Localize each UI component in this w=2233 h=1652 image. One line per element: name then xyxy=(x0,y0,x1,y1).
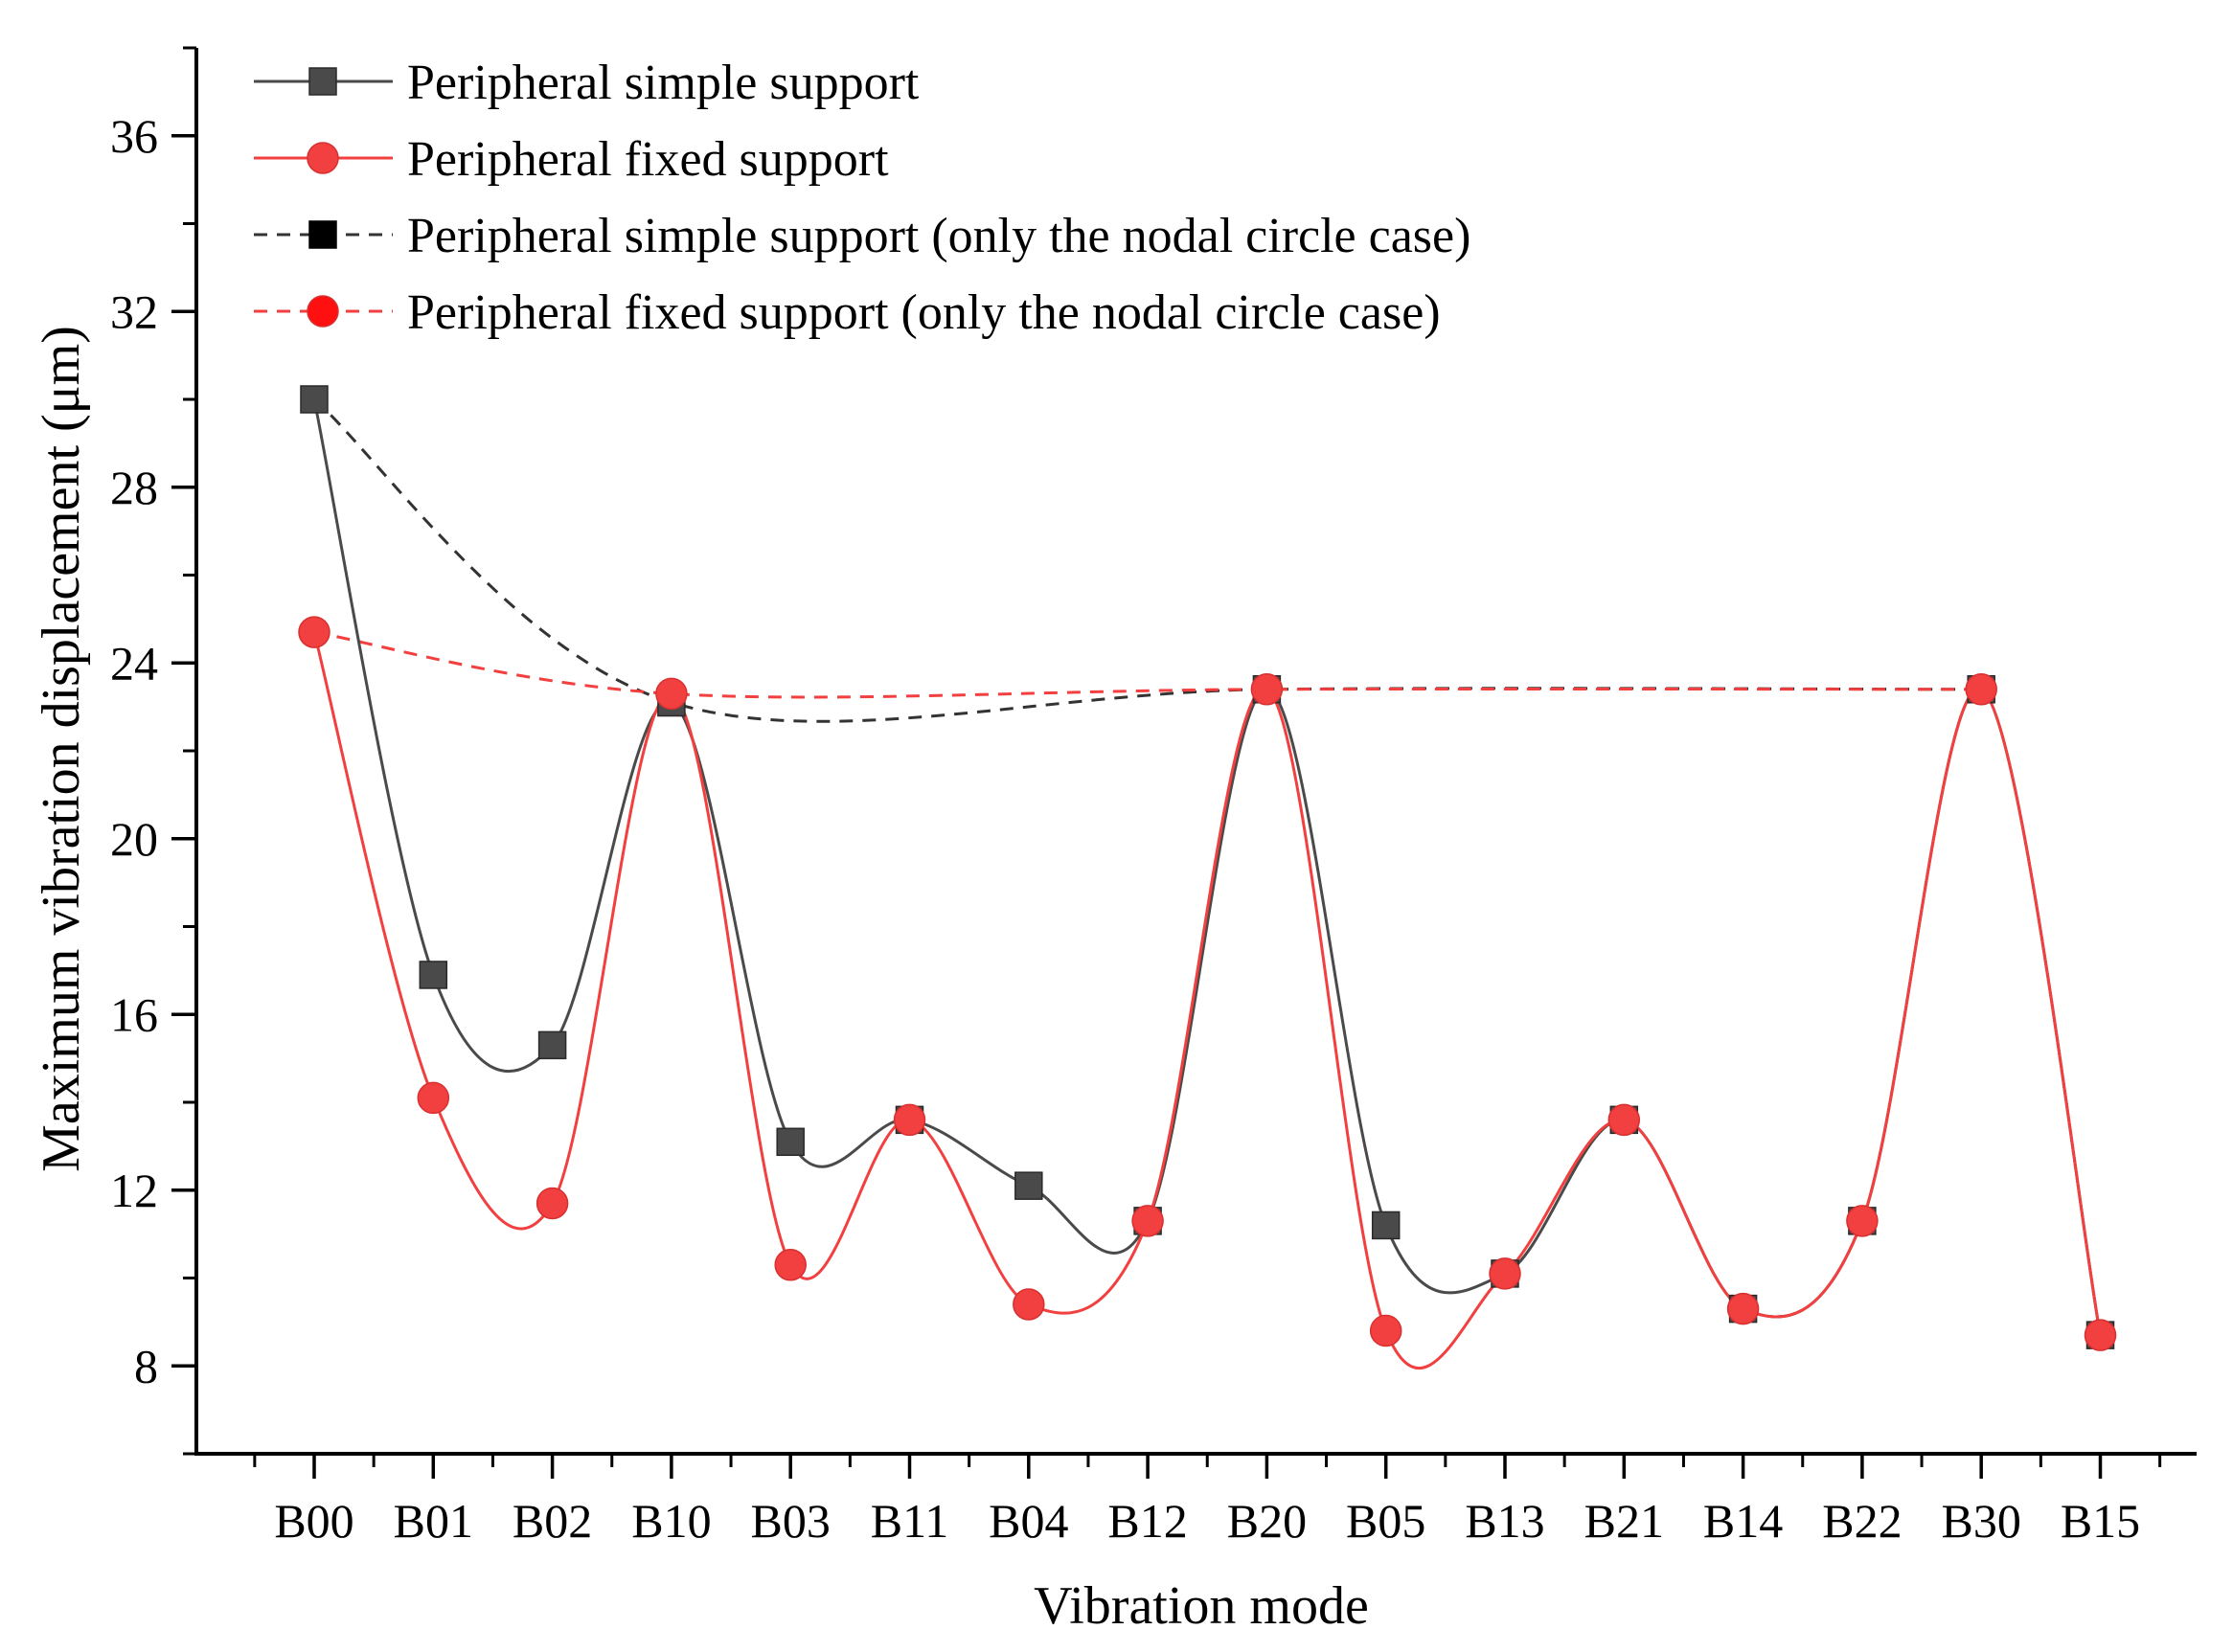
y-tick-label: 12 xyxy=(110,1164,158,1217)
series-2-marker xyxy=(893,1103,926,1137)
legend-label-2: Peripheral fixed support xyxy=(407,132,889,187)
series-2-marker xyxy=(298,616,330,648)
series-line-2 xyxy=(312,631,2102,1370)
series-1-marker xyxy=(300,385,329,414)
x-tick-label: B00 xyxy=(274,1494,353,1548)
series-2-marker xyxy=(535,1187,569,1220)
x-tick-label: B05 xyxy=(1346,1494,1425,1548)
y-tick-label: 24 xyxy=(110,636,158,690)
x-tick-label: B14 xyxy=(1703,1494,1783,1548)
series-2-marker xyxy=(2084,1319,2117,1351)
series-2-marker xyxy=(1013,1288,1045,1321)
x-tick-label: B22 xyxy=(1822,1494,1902,1548)
x-tick-label: B30 xyxy=(1942,1494,2021,1548)
series-layer xyxy=(298,385,2117,1370)
series-1-marker xyxy=(1014,1171,1043,1200)
x-tick-label: B11 xyxy=(871,1494,949,1548)
x-axis-title: Vibration mode xyxy=(1034,1576,1369,1636)
x-tick-label: B03 xyxy=(751,1494,831,1548)
series-1-marker xyxy=(419,961,448,989)
y-tick-label: 32 xyxy=(110,284,158,338)
series-line-1 xyxy=(312,398,2102,1336)
y-axis-title: Maximum vibration displacement (μm) xyxy=(32,326,91,1172)
legend-label-1: Peripheral simple support xyxy=(407,56,920,110)
series-1-marker xyxy=(776,1127,805,1157)
series-line-4 xyxy=(313,630,1982,699)
series-2-marker xyxy=(1726,1292,1760,1325)
series-2-marker xyxy=(1607,1103,1641,1137)
series-2-marker xyxy=(655,677,688,711)
x-tick-label: B02 xyxy=(513,1494,592,1548)
series-2-marker xyxy=(417,1081,450,1115)
legend-label-3: Peripheral simple support (only the noda… xyxy=(407,209,1470,263)
x-tick-label: B15 xyxy=(2061,1494,2140,1548)
series-1-marker xyxy=(1371,1211,1401,1240)
x-tick-label: B04 xyxy=(989,1494,1068,1548)
series-2-marker xyxy=(774,1248,807,1281)
series-2-marker xyxy=(1846,1205,1879,1237)
x-tick-label: B13 xyxy=(1465,1494,1544,1548)
series-2-marker xyxy=(1965,673,1997,706)
series-2-marker xyxy=(1489,1257,1521,1290)
x-tick-label: B10 xyxy=(631,1494,711,1548)
series-1-marker xyxy=(537,1030,567,1060)
y-tick-label: 16 xyxy=(110,987,158,1041)
series-2-marker xyxy=(1131,1205,1164,1237)
x-tick-label: B12 xyxy=(1107,1494,1187,1548)
y-tick-label: 8 xyxy=(134,1339,158,1392)
axes: 8 12 16 20 24 28 32 36 B00 B01 B02 B10 B03 B11 B04 B12 B… xyxy=(110,46,2197,1548)
legend-marker-1 xyxy=(308,67,337,96)
legend: Peripheral simple support Peripheral fixe… xyxy=(254,56,1470,340)
legend-marker-2 xyxy=(307,142,339,174)
x-tick-label: B20 xyxy=(1227,1494,1307,1548)
y-tick-label: 36 xyxy=(110,109,158,163)
x-tick-label: B21 xyxy=(1584,1494,1664,1548)
legend-marker-3 xyxy=(308,220,337,249)
x-tick-label: B01 xyxy=(394,1494,473,1548)
y-tick-label: 28 xyxy=(110,461,158,514)
series-2-marker xyxy=(1369,1314,1402,1347)
legend-marker-4 xyxy=(307,295,339,328)
y-tick-label: 20 xyxy=(110,812,158,866)
series-line-3 xyxy=(313,397,1982,723)
legend-label-4: Peripheral fixed support (only the nodal… xyxy=(407,285,1441,340)
series-2-marker xyxy=(1250,673,1284,706)
